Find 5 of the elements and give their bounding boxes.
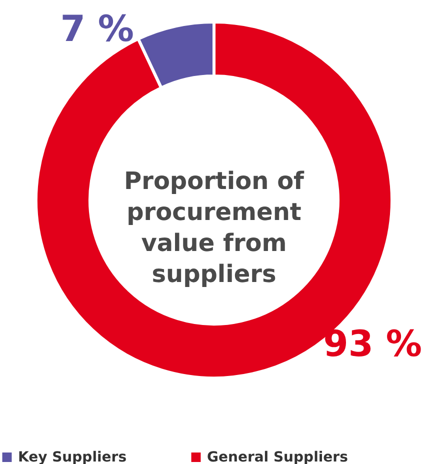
data-label: 7 % <box>60 9 134 50</box>
legend-label: General Suppliers <box>207 449 348 464</box>
legend-label: Key Suppliers <box>18 449 127 464</box>
data-label: 93 % <box>323 324 422 365</box>
text: Proportion of procurement value from suppliers <box>124 167 305 288</box>
